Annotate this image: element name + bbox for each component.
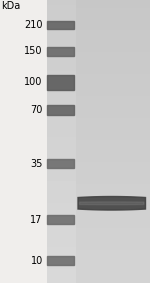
- Text: 150: 150: [24, 46, 43, 56]
- Text: 35: 35: [30, 159, 43, 169]
- Text: 70: 70: [30, 105, 43, 115]
- Polygon shape: [78, 196, 146, 210]
- Bar: [47, 21, 74, 29]
- Text: 17: 17: [30, 215, 43, 225]
- Bar: [47, 105, 74, 115]
- Bar: [47, 159, 74, 168]
- Polygon shape: [80, 202, 144, 205]
- Bar: [47, 215, 74, 224]
- Bar: [0, 0, 46, 283]
- Text: kDa: kDa: [2, 1, 21, 10]
- Bar: [47, 47, 74, 55]
- Bar: [47, 75, 74, 90]
- Text: 10: 10: [30, 256, 43, 266]
- Text: 100: 100: [24, 78, 43, 87]
- Text: 210: 210: [24, 20, 43, 30]
- Bar: [47, 256, 74, 265]
